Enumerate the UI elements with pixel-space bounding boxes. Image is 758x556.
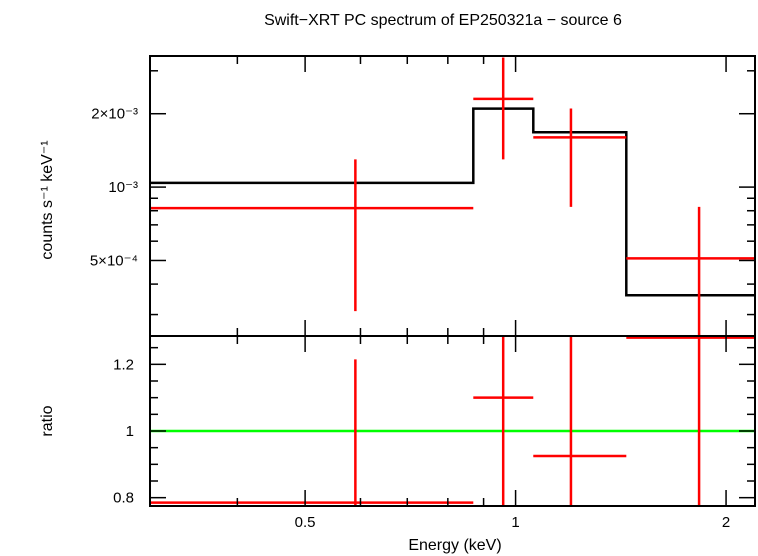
- spectrum-y-axis-label: counts s⁻¹ keV⁻¹: [39, 140, 56, 259]
- spectrum-y-tick-label: 10⁻³: [108, 179, 138, 196]
- axis-ticks: 0.5 1 2 5×10⁻⁴ 10⁻³ 2×10⁻³ 0.8 1 1.2: [90, 56, 755, 531]
- spectrum-y-tick-label: 2×10⁻³: [91, 106, 138, 123]
- ratio-y-tick-label: 1.2: [113, 356, 134, 373]
- plot-frame: [149, 55, 756, 507]
- spectrum-plot-area: [150, 57, 755, 336]
- x-tick-label: 0.5: [295, 514, 316, 531]
- ratio-plot-area: [150, 336, 755, 506]
- x-tick-label: 1: [511, 514, 519, 531]
- model-step-line: [150, 107, 755, 297]
- spectrum-y-tick-label: 5×10⁻⁴: [90, 252, 138, 269]
- x-axis-label: Energy (keV): [408, 537, 501, 554]
- ratio-y-tick-label: 1: [126, 423, 134, 440]
- x-tick-label: 2: [722, 514, 730, 531]
- ratio-y-tick-label: 0.8: [113, 490, 134, 507]
- chart-title: Swift−XRT PC spectrum of EP250321a − sou…: [264, 12, 622, 29]
- ratio-y-axis-label: ratio: [39, 405, 56, 436]
